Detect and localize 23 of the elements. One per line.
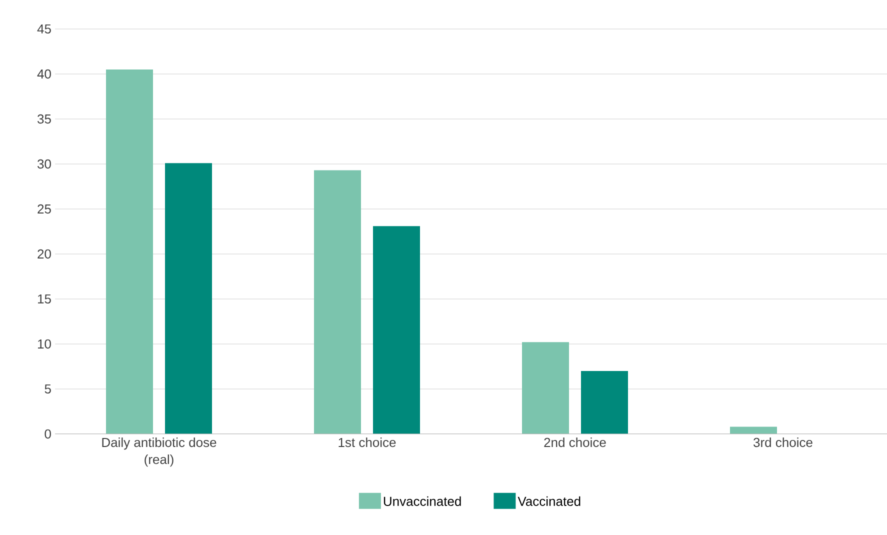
x-tick-label: 2nd choice [544, 438, 606, 448]
x-tick-label: 1st choice [338, 438, 396, 448]
legend-label: Vaccinated [518, 496, 580, 506]
y-tick-label: 40 [37, 69, 51, 79]
y-tick-label: 30 [38, 159, 51, 169]
x-tick-label: Daily antibiotic dose (real) [102, 438, 216, 467]
legend-label: Unvaccinated [384, 496, 461, 506]
y-tick-label: 10 [38, 339, 51, 349]
bar [580, 370, 628, 434]
x-tick-label: 3rd choice [754, 438, 812, 448]
bar [522, 342, 569, 434]
y-tick-label: 20 [38, 249, 51, 259]
y-tick-label: 15 [38, 294, 51, 304]
y-tick-label: 0 [44, 429, 51, 439]
bar [373, 226, 420, 434]
bar [730, 426, 777, 434]
bar [165, 163, 212, 434]
y-tick-label: 45 [37, 24, 51, 34]
y-tick-label: 35 [38, 114, 51, 124]
y-tick-label: 25 [38, 204, 51, 214]
bar [314, 170, 361, 434]
y-tick-label: 5 [44, 384, 51, 394]
bar [106, 69, 154, 434]
